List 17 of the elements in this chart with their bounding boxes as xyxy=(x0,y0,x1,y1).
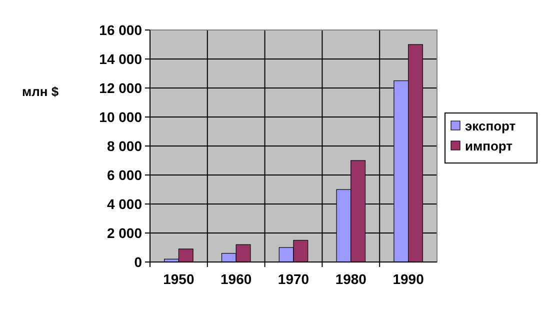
x-tick-label: 1950 xyxy=(163,271,194,287)
x-tick-label: 1980 xyxy=(335,271,367,287)
legend-label: экспорт xyxy=(465,118,516,134)
y-tick-label: 6 000 xyxy=(106,166,142,183)
y-tick-label: 14 000 xyxy=(99,50,142,67)
y-axis-title: млн $ xyxy=(22,84,60,99)
x-tick-label: 1960 xyxy=(220,271,252,287)
y-tick-label: 12 000 xyxy=(99,80,142,96)
legend-label: импорт xyxy=(465,138,513,154)
y-tick-label: 8 000 xyxy=(106,138,142,154)
x-tick-label: 1970 xyxy=(278,271,310,287)
y-tick-label: 10 000 xyxy=(99,108,142,125)
y-tick-label: 0 xyxy=(134,254,142,270)
y-tick-label: 4 000 xyxy=(106,196,142,212)
y-tick-label: 16 000 xyxy=(99,22,142,38)
x-tick-label: 1990 xyxy=(392,271,424,287)
y-tick-label: 2 000 xyxy=(106,224,142,241)
